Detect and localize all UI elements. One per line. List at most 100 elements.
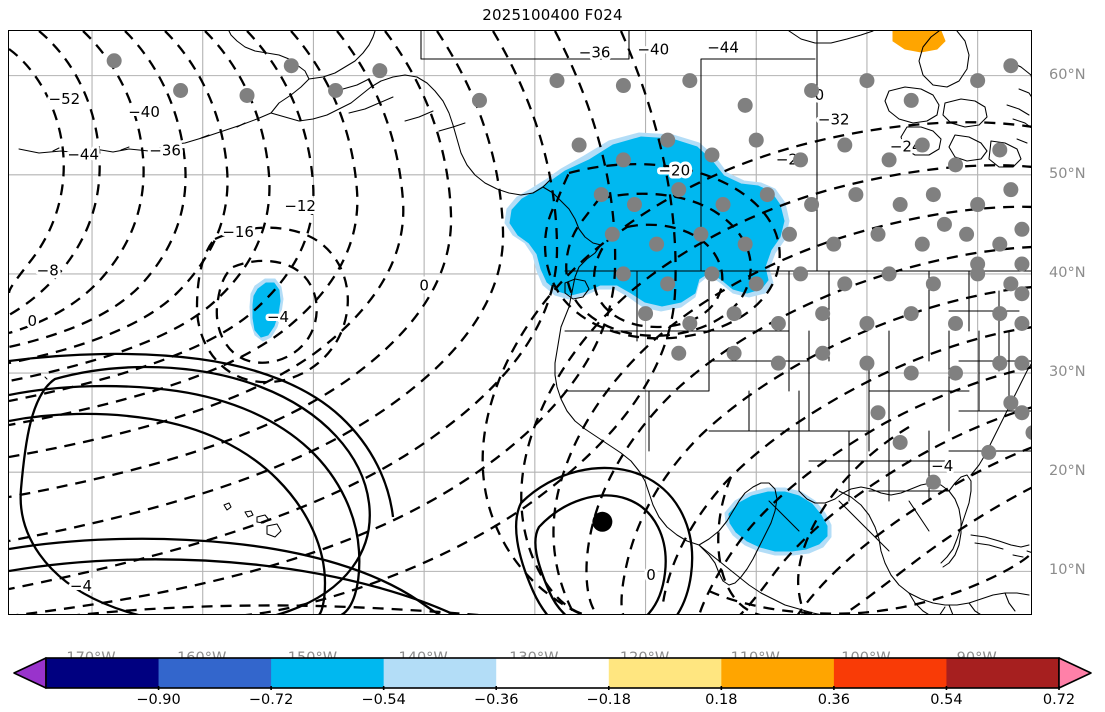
map-geography [18,31,1031,614]
observation-station-dot [682,73,698,89]
canada-province-borders [420,31,818,272]
contour-label-halo: 0 [419,276,429,294]
us-state-borders-plains [798,390,950,502]
contour-label-halo: −20 [658,161,690,179]
colorbar-band[interactable] [158,658,272,688]
observation-station-dot [328,82,344,98]
observation-station-dot [925,187,941,203]
pnw-patch-core [509,136,785,307]
observation-station-dot [925,276,941,292]
contour-label: −4 [931,457,953,475]
observation-station-dot [748,132,764,148]
observation-station-dot [1014,256,1030,272]
colorbar-band[interactable] [721,658,835,688]
observation-station-dot [704,266,720,282]
colorbar-extend-min[interactable] [13,657,47,689]
contour-label-halo: −40 [637,40,669,58]
observation-station-dot [660,276,676,292]
observation-station-dot [671,345,687,361]
contour-label: −32 [818,111,850,129]
observation-station-dot [892,434,908,450]
contour-label: −20 [658,161,690,179]
colorbar-band[interactable] [496,658,610,688]
us-gulf-coast [798,482,962,568]
observation-station-dot [903,306,919,322]
observation-station-dot [992,355,1008,371]
canada-west-coast [560,244,602,328]
observation-station-dot [770,355,786,371]
contour-label-halo: −4 [267,308,289,326]
observation-station-dot [726,306,742,322]
observation-station-dot [693,226,709,242]
observation-station-dot [992,306,1008,322]
contour-label-halo: −4 [931,457,953,475]
map-panel[interactable]: −52 −52 −44 −44 −40 −40 −36 −36 −36 −36 −40 −40 −44−… [8,30,1086,666]
map-gridlines [9,31,1031,614]
observation-station-dot [892,197,908,213]
contour-label: −44 [67,145,99,163]
observation-station-dot [859,73,875,89]
observation-station-dot [881,152,897,168]
minor-islets [44,376,48,380]
contour-label: −16 [222,223,254,241]
contour-label: −4 [267,308,289,326]
alaska-interior-rivers [328,78,466,132]
cuba [970,534,1030,550]
shaded-anomaly-regions [249,31,946,556]
observation-station-dot [173,82,189,98]
colorbar-band[interactable] [383,658,497,688]
contour-label-halo: −36 [579,43,611,61]
observation-station-dot [615,152,631,168]
colorbar-extend-max[interactable] [1058,657,1092,689]
observation-station-dot [793,152,809,168]
map-canvas[interactable]: −52−52−44−44−40−40−36−36−36−36 −40−40 −44−… [9,31,1032,615]
observation-station-dot [881,266,897,282]
great-lakes-positive-patch [892,31,946,53]
observation-station-dot [1014,316,1030,331]
observation-station-dot [826,236,842,252]
aleutian-islets [52,122,246,153]
observation-station-dot [239,87,255,103]
observation-station-dot [959,226,975,242]
observation-station-dot [781,226,797,242]
lat-tick-label: 40°N [1049,264,1086,281]
observation-station-dot [649,236,665,252]
alaska-southeast-panhandle [542,186,602,246]
contour-label-halo: −8 [37,261,59,279]
colorbar-band[interactable] [833,658,948,688]
contour-label: −52 [49,90,81,108]
colorbar[interactable] [12,656,1093,690]
colorbar-band[interactable] [608,658,722,688]
figure-title: 2025100400 F024 [482,6,623,24]
observation-station-dots [106,53,1031,490]
colorbar-band[interactable] [271,658,385,688]
map-frame[interactable]: −52 −52 −44 −44 −40 −40 −36 −36 −36 −36 −40 −40 −44−… [8,30,1032,615]
observation-station-dot [471,92,487,108]
observation-station-dot [870,405,886,421]
contour-label: 0 [815,86,825,104]
observation-station-dot [770,316,786,331]
contour-labels: −52−52−44−44−40−40−36−36−36−36 −40−40 −44−… [24,35,956,597]
observation-station-dot [1003,395,1019,411]
observation-station-dot [615,266,631,282]
contour-label-halo: 0 [646,566,656,584]
observation-station-dot [715,197,731,213]
contour-label-halo: 0 [27,312,37,330]
baja-peninsula [698,482,778,586]
florida-peninsula [940,474,972,564]
california-patch-core [252,282,281,338]
observation-station-dot [992,236,1008,252]
storm-center-marker [592,511,613,532]
observation-station-dot [106,53,122,69]
lat-tick-label: 30°N [1049,364,1086,381]
contour-label: −12 [284,197,316,215]
colorbar-swatches[interactable] [12,656,1093,690]
colorbar-band[interactable] [946,658,1060,688]
observation-station-dot [626,197,642,213]
observation-station-dot [1003,276,1019,292]
colorbar-band[interactable] [46,658,160,688]
observation-station-dot [372,63,388,79]
observation-station-dot [726,345,742,361]
colorbar-tick-label: −0.72 [248,692,294,708]
